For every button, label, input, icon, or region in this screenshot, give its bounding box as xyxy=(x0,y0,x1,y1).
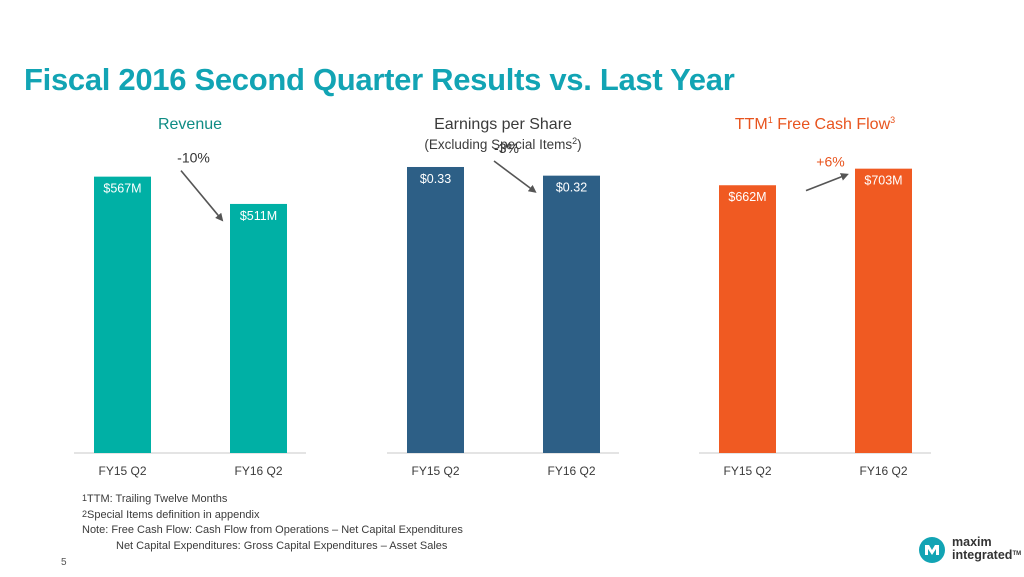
eps-chart: $0.33 FY15 Q2 $0.32 FY16 Q2 -3% xyxy=(387,140,619,478)
bar-value-label: $0.33 xyxy=(420,172,451,186)
footnotes: 1TTM: Trailing Twelve Months 2Special It… xyxy=(82,492,463,554)
maxim-logo-text: maxim integratedTM xyxy=(952,535,1022,562)
eps-chart-subtitle: (Excluding Special Items2) xyxy=(424,136,582,152)
change-arrow xyxy=(180,170,224,222)
bar-fy16-q2 xyxy=(855,168,912,453)
footnote-note: Note: Free Cash Flow: Cash Flow from Ope… xyxy=(82,524,463,536)
bar-value-label: $567M xyxy=(103,182,141,196)
x-tick-label: FY16 Q2 xyxy=(547,464,595,478)
change-arrow xyxy=(805,173,849,192)
x-tick-label: FY15 Q2 xyxy=(723,464,771,478)
revenue-chart-title: Revenue xyxy=(157,116,223,133)
eps-chart-title: Earnings per Share xyxy=(434,116,572,133)
bar-value-label: $703M xyxy=(864,174,902,188)
bar-value-label: $511M xyxy=(240,209,277,223)
footnote-1: 1TTM: Trailing Twelve Months xyxy=(82,493,228,505)
x-tick-label: FY15 Q2 xyxy=(98,464,146,478)
footnote-2: 2Special Items definition in appendix xyxy=(82,508,260,521)
fcf-chart: $662M FY15 Q2 $703M FY16 Q2 +6% xyxy=(699,154,931,478)
fcf-panel: TTM1 Free Cash Flow3 $662M FY15 Q2 $703M FY… xyxy=(695,110,935,485)
bar-value-label: $0.32 xyxy=(556,181,587,195)
x-tick-label: FY15 Q2 xyxy=(411,464,459,478)
bar-value-label: $662M xyxy=(728,190,766,204)
x-tick-label: FY16 Q2 xyxy=(859,464,907,478)
maxim-logo-icon xyxy=(919,537,945,563)
eps-panel: Earnings per Share (Excluding Special It… xyxy=(383,110,623,485)
bar-fy15-q2 xyxy=(407,166,464,453)
maxim-logo: maxim integratedTM xyxy=(918,536,1021,568)
bar-fy15-q2 xyxy=(719,185,776,453)
fcf-chart-title: TTM1 Free Cash Flow3 xyxy=(734,115,896,133)
revenue-chart: $567M FY15 Q2 $511M FY16 Q2 -10% xyxy=(74,150,306,478)
change-arrow xyxy=(493,160,537,193)
revenue-panel: Revenue $567M FY15 Q2 $511M FY16 Q2 -10% xyxy=(70,110,310,485)
change-percent-label: -10% xyxy=(177,150,210,166)
bar-fy15-q2 xyxy=(94,176,151,453)
change-percent-label: -3% xyxy=(494,140,519,156)
footnote-note-2: Net Capital Expenditures: Gross Capital … xyxy=(116,539,448,552)
bar-fy16-q2 xyxy=(230,203,287,453)
change-percent-label: +6% xyxy=(816,154,844,170)
x-tick-label: FY16 Q2 xyxy=(234,464,282,478)
page-number: 5 xyxy=(61,557,67,568)
page-title: Fiscal 2016 Second Quarter Results vs. L… xyxy=(24,62,735,97)
bar-fy16-q2 xyxy=(543,175,600,453)
